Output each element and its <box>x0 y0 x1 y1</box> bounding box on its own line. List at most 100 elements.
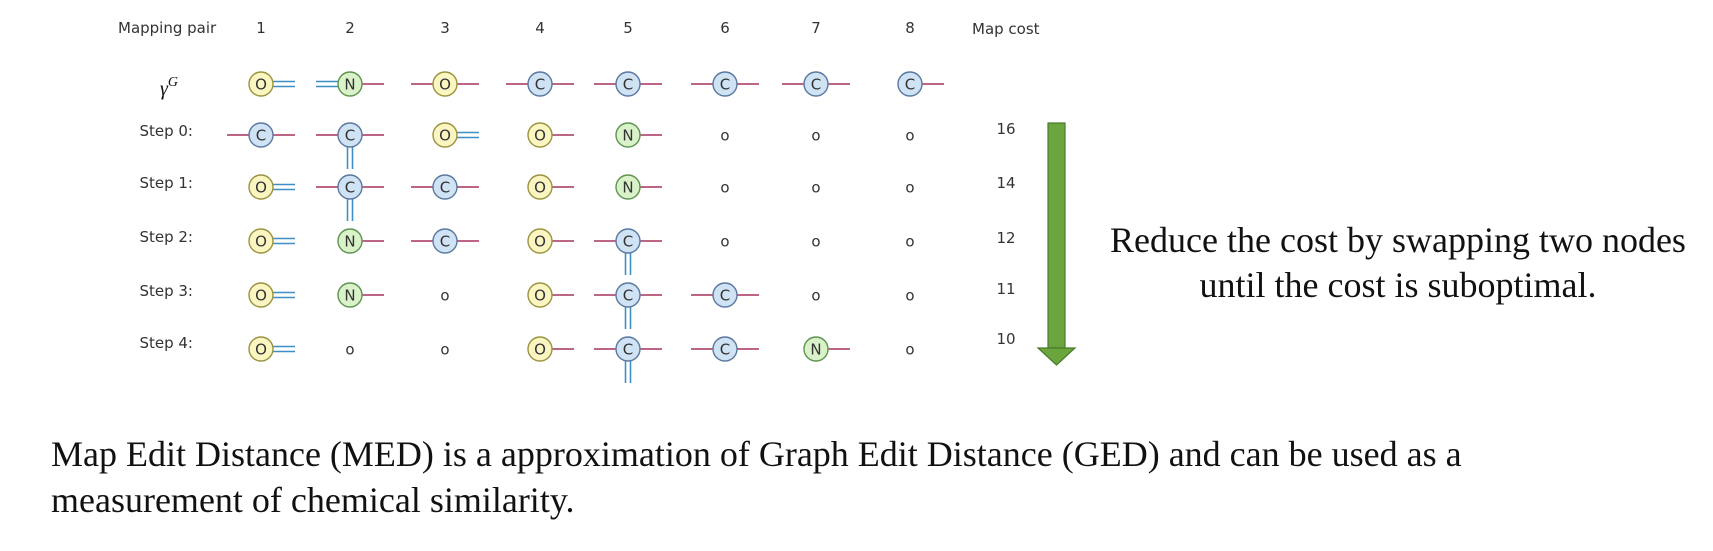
arrow-head <box>1036 347 1077 366</box>
gamma-symbol: γ <box>160 78 169 100</box>
step-1-col-4-atom-o <box>527 174 553 200</box>
step-label-2: Step 2: <box>139 228 193 246</box>
step-3-col-6-atom-c <box>712 282 738 308</box>
map-costs: 16 14 12 11 10 <box>996 120 1015 348</box>
step-1-col-1-atom-label: O <box>255 179 267 197</box>
target-col-7-atom-label: C <box>811 76 821 94</box>
step-1-col-7-empty-slot: o <box>811 179 820 197</box>
step-labels: Step 0: Step 1: Step 2: Step 3: Step 4: <box>139 122 193 352</box>
step-1-col-5-atom-label: N <box>622 179 633 197</box>
step-2-col-5-atom-c <box>615 228 641 254</box>
target-col-8-atom-label: C <box>905 76 915 94</box>
target-row-superscript: G <box>168 75 178 90</box>
step-1-col-2-atom-label: C <box>345 179 355 197</box>
caption-line-2: measurement of chemical similarity. <box>51 480 574 520</box>
step-3-col-4-atom-label: O <box>534 287 546 305</box>
caption-line-1: Map Edit Distance (MED) is a approximati… <box>51 434 1462 474</box>
step-label-3: Step 3: <box>139 282 193 300</box>
step-2-col-2-atom-n <box>337 228 363 254</box>
map-cost-step-4: 10 <box>996 330 1015 348</box>
down-arrow-icon <box>1036 122 1077 366</box>
step-2-col-3-atom-label: C <box>440 233 450 251</box>
step-label-1: Step 1: <box>139 174 193 192</box>
step-2-col-4-atom-label: O <box>534 233 546 251</box>
map-cost-step-0: 16 <box>996 120 1015 138</box>
step-2-col-7-empty-slot: o <box>811 233 820 251</box>
target-col-3-atom-label: O <box>439 76 451 94</box>
column-header-8: 8 <box>905 19 915 37</box>
step-4-col-8-empty-slot: o <box>905 341 914 359</box>
target-col-4-atom-c <box>527 71 553 97</box>
target-col-1-atom-o <box>248 71 274 97</box>
target-col-5-atom-label: C <box>623 76 633 94</box>
step-0-col-1-atom-label: C <box>256 127 266 145</box>
map-cost-label: Map cost <box>972 20 1040 38</box>
arrow-shaft <box>1047 122 1066 349</box>
step-4-col-6-atom-label: C <box>720 341 730 359</box>
map-cost-step-1: 14 <box>996 174 1015 192</box>
step-2-col-4-atom-o <box>527 228 553 254</box>
step-label-0: Step 0: <box>139 122 193 140</box>
mapping-pair-label: Mapping pair <box>118 19 217 37</box>
step-1-col-3-atom-c <box>432 174 458 200</box>
step-1-col-6-empty-slot: o <box>720 179 729 197</box>
map-cost-step-3: 11 <box>996 280 1015 298</box>
step-1-col-4-atom-label: O <box>534 179 546 197</box>
step-2-col-1-atom-label: O <box>255 233 267 251</box>
column-header-1: 1 <box>256 19 266 37</box>
target-col-8-atom-c <box>897 71 923 97</box>
step-3-col-2-atom-label: N <box>344 287 355 305</box>
target-col-6-atom-label: C <box>720 76 730 94</box>
step-2-col-6-empty-slot: o <box>720 233 729 251</box>
target-col-3-atom-o <box>432 71 458 97</box>
target-col-7-atom-c <box>803 71 829 97</box>
step-1-col-1-atom-o <box>248 174 274 200</box>
step-1-col-8-empty-slot: o <box>905 179 914 197</box>
step-2-col-1-atom-o <box>248 228 274 254</box>
step-1-col-5-atom-n <box>615 174 641 200</box>
step-4-col-5-atom-label: C <box>623 341 633 359</box>
target-col-1-atom-label: O <box>255 76 267 94</box>
step-0-col-3-atom-label: O <box>439 127 451 145</box>
step-4-col-1-atom-label: O <box>255 341 267 359</box>
step-4-col-6-atom-c <box>712 336 738 362</box>
column-header-2: 2 <box>345 19 355 37</box>
step-3-col-5-atom-label: C <box>623 287 633 305</box>
step-3-col-7-empty-slot: o <box>811 287 820 305</box>
step-0-col-5-atom-n <box>615 122 641 148</box>
step-4-col-3-empty-slot: o <box>440 341 449 359</box>
step-0-col-2-atom-c <box>337 122 363 148</box>
step-2-col-5-atom-label: C <box>623 233 633 251</box>
column-header-3: 3 <box>440 19 450 37</box>
step-3-col-5-atom-c <box>615 282 641 308</box>
step-2-col-8-empty-slot: o <box>905 233 914 251</box>
step-1-col-2-atom-c <box>337 174 363 200</box>
step-3-col-6-atom-label: C <box>720 287 730 305</box>
target-col-2-atom-n <box>337 71 363 97</box>
step-label-4: Step 4: <box>139 334 193 352</box>
step-0-col-6-empty-slot: o <box>720 127 729 145</box>
step-4-col-7-atom-n <box>803 336 829 362</box>
step-3-col-2-atom-n <box>337 282 363 308</box>
step-3-col-1-atom-o <box>248 282 274 308</box>
target-col-2-atom-label: N <box>344 76 355 94</box>
step-0-col-5-atom-label: N <box>622 127 633 145</box>
step-0-col-3-atom-o <box>432 122 458 148</box>
step-4-col-7-atom-label: N <box>810 341 821 359</box>
target-col-4-atom-label: C <box>535 76 545 94</box>
step-4-col-5-atom-c <box>615 336 641 362</box>
step-0-col-1-atom-c <box>248 122 274 148</box>
step-0-col-4-atom-o <box>527 122 553 148</box>
step-3-col-1-atom-label: O <box>255 287 267 305</box>
step-4-col-4-atom-o <box>527 336 553 362</box>
step-0-col-4-atom-label: O <box>534 127 546 145</box>
step-2-col-2-atom-label: N <box>344 233 355 251</box>
step-4-col-2-empty-slot: o <box>345 341 354 359</box>
step-2-col-3-atom-c <box>432 228 458 254</box>
step-0-col-2-atom-label: C <box>345 127 355 145</box>
step-3-col-4-atom-o <box>527 282 553 308</box>
target-row-label: γG <box>160 75 178 100</box>
step-4-col-1-atom-o <box>248 336 274 362</box>
